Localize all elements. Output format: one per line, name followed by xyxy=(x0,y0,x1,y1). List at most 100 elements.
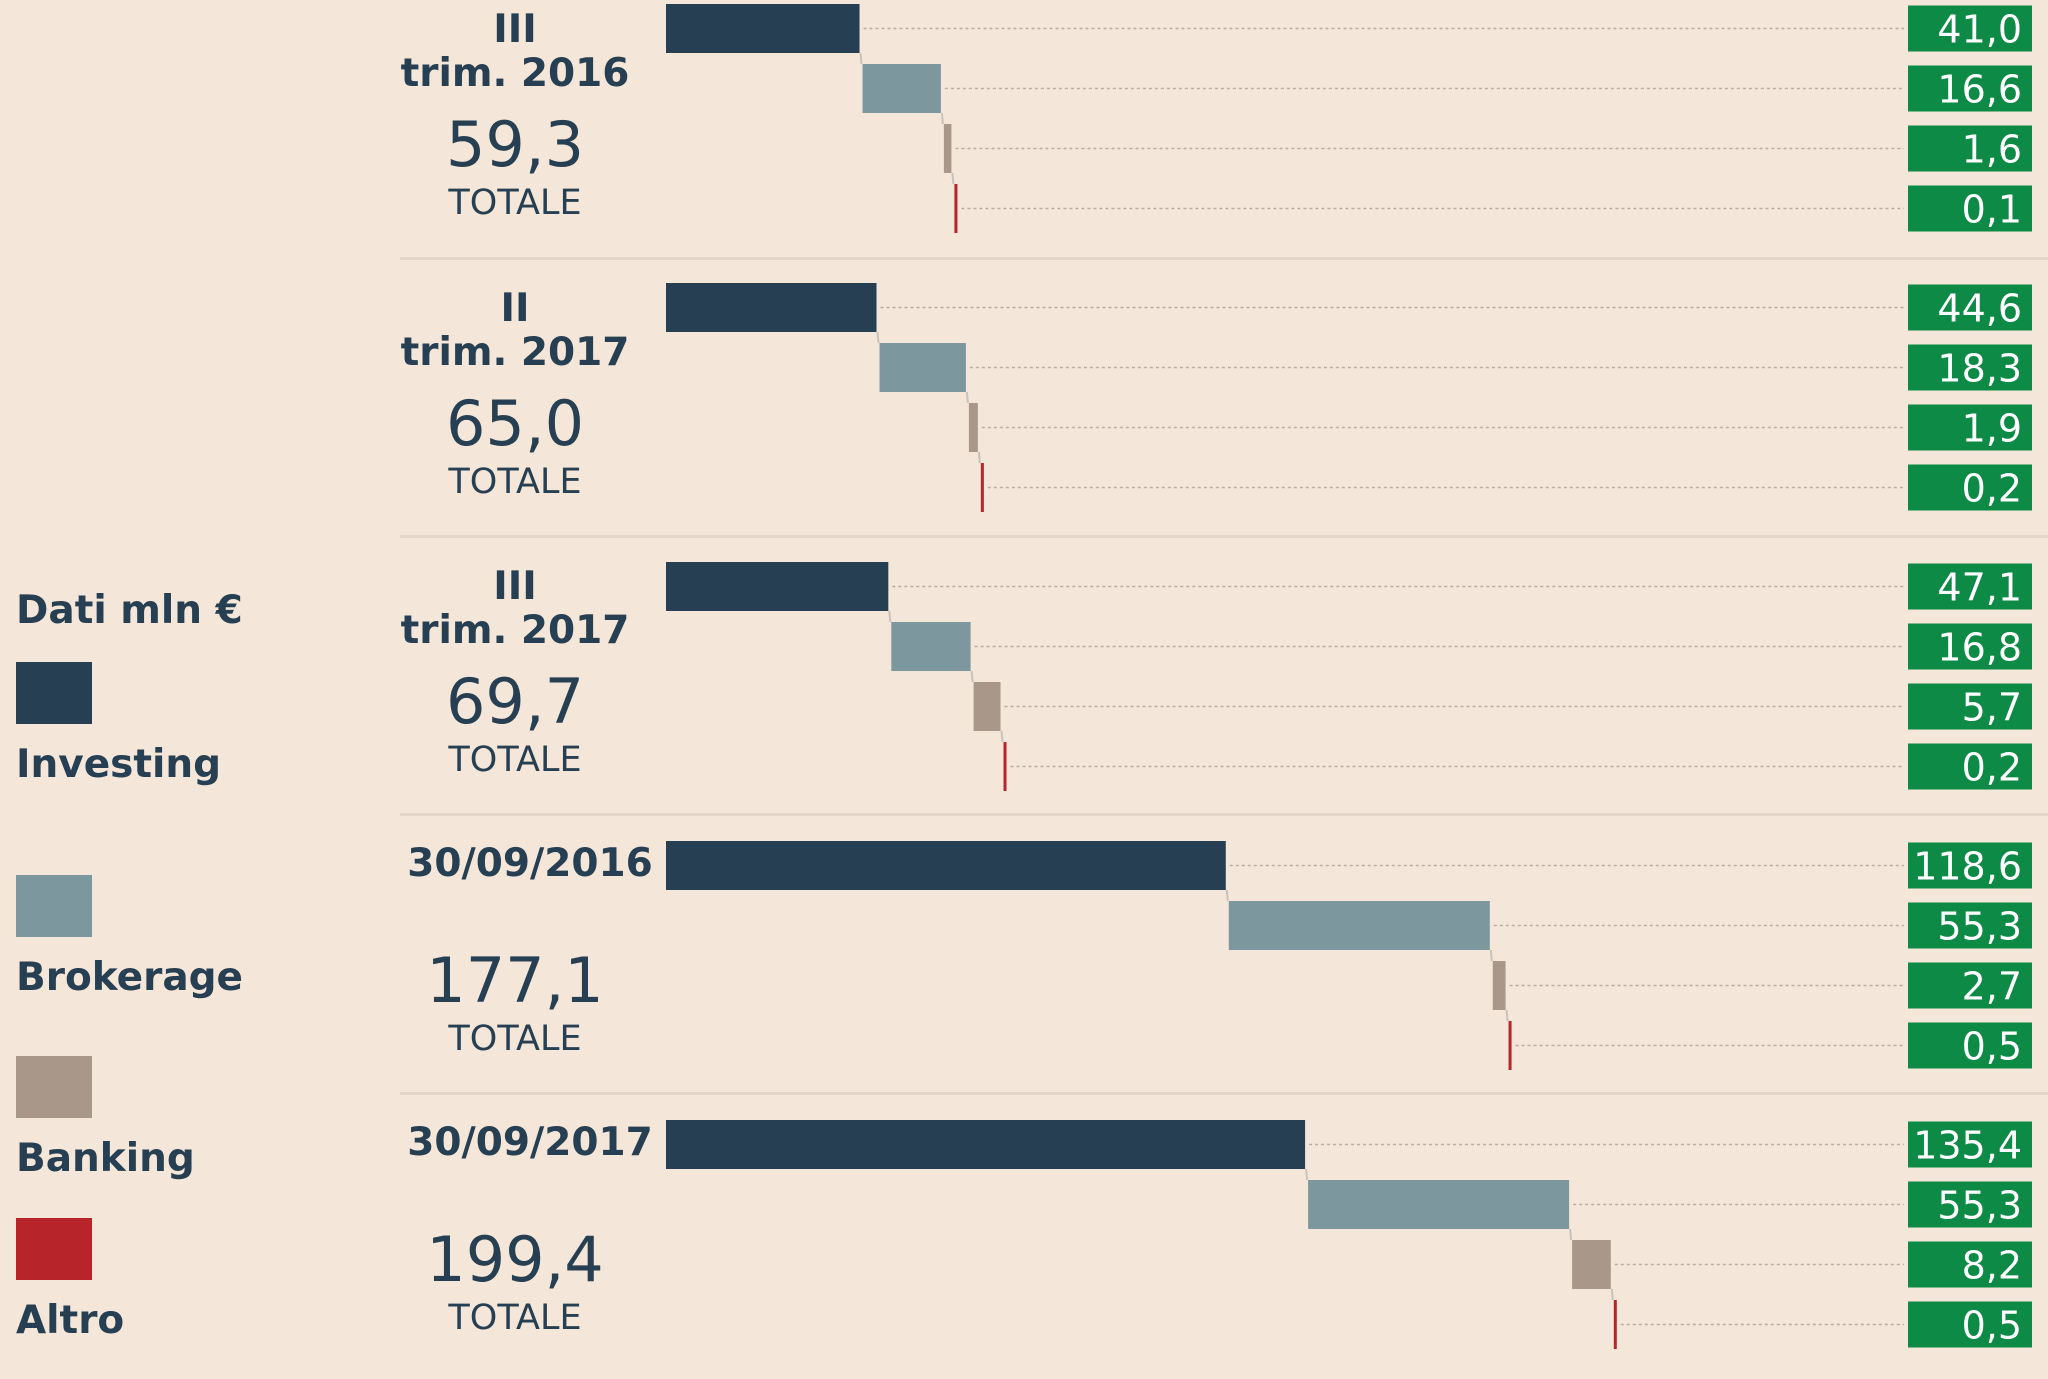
connector-line xyxy=(1569,1228,1573,1241)
value-badge xyxy=(1908,5,2032,52)
value-label: 16,6 xyxy=(1937,68,2022,112)
group-title-line: trim. 2017 xyxy=(400,608,630,653)
group-title-line: trim. 2016 xyxy=(400,51,630,96)
group-total-value: 69,7 xyxy=(445,665,585,738)
connector-line xyxy=(859,52,863,65)
bar-investing xyxy=(666,283,877,332)
group-title-line: III xyxy=(493,564,537,609)
bar-brokerage xyxy=(1308,1180,1570,1229)
connector-line xyxy=(1225,889,1229,902)
bar-brokerage xyxy=(1228,901,1490,950)
connector-line xyxy=(970,670,974,683)
bar-banking xyxy=(943,124,952,173)
legend-item-altro: Altro xyxy=(16,1218,124,1343)
legend-swatch-banking xyxy=(16,1056,92,1118)
value-label: 1,9 xyxy=(1962,407,2022,451)
legend-label-altro: Altro xyxy=(16,1298,125,1343)
value-badge xyxy=(1908,842,2032,889)
value-badge xyxy=(1908,125,2032,172)
group-title: III trim. 2017 xyxy=(370,565,660,653)
value-label: 55,3 xyxy=(1937,905,2022,949)
bar-altro xyxy=(1613,1300,1617,1349)
group-total-label: TOTALE xyxy=(448,1298,582,1338)
group-title: 30/09/2016 xyxy=(390,842,670,886)
value-label: 18,3 xyxy=(1937,347,2022,391)
connector-line xyxy=(876,331,880,344)
group-separator xyxy=(400,813,2048,816)
group-total-label: TOTALE xyxy=(448,740,582,780)
group-title-line: II xyxy=(500,286,530,331)
group-total-value: 177,1 xyxy=(426,944,604,1017)
bar-investing xyxy=(666,1120,1306,1169)
value-badge xyxy=(1908,1121,2032,1168)
value-badge xyxy=(1908,1301,2032,1348)
bar-banking xyxy=(1492,961,1506,1010)
group-total-value: 59,3 xyxy=(445,108,585,181)
group-title-line: trim. 2017 xyxy=(400,330,630,375)
connector-line xyxy=(888,610,892,623)
group-title: III trim. 2016 xyxy=(370,8,660,96)
value-badge xyxy=(1908,623,2032,670)
value-label: 41,0 xyxy=(1937,8,2022,52)
connector-line xyxy=(965,391,969,404)
group-title-line: III xyxy=(493,7,537,52)
connector-line xyxy=(940,112,944,125)
value-label: 0,2 xyxy=(1962,467,2022,511)
value-label: 44,6 xyxy=(1937,287,2022,331)
value-badge xyxy=(1908,902,2032,949)
connector-line xyxy=(977,451,981,464)
group-total-value: 65,0 xyxy=(445,387,585,460)
group-separator xyxy=(400,257,2048,260)
bar-altro xyxy=(954,184,958,233)
connector-line xyxy=(1305,1168,1309,1181)
group-total-label: TOTALE xyxy=(448,462,582,502)
value-badge xyxy=(1908,1241,2032,1288)
value-label: 47,1 xyxy=(1937,566,2022,610)
connector-line xyxy=(951,172,955,185)
legend-item-brokerage: Brokerage xyxy=(16,875,243,1000)
value-label: 135,4 xyxy=(1913,1124,2022,1168)
connector-line xyxy=(1505,1009,1509,1022)
value-badge xyxy=(1908,344,2032,391)
legend-swatch-altro xyxy=(16,1218,92,1280)
value-label: 8,2 xyxy=(1962,1244,2022,1288)
group-total-label: TOTALE xyxy=(448,183,582,223)
value-badge xyxy=(1908,404,2032,451)
bar-banking xyxy=(968,403,978,452)
value-label: 0,2 xyxy=(1962,746,2022,790)
value-badge xyxy=(1908,464,2032,511)
value-label: 5,7 xyxy=(1962,686,2022,730)
value-label: 2,7 xyxy=(1962,965,2022,1009)
legend-item-banking: Banking xyxy=(16,1056,195,1181)
value-label: 55,3 xyxy=(1937,1184,2022,1228)
group-separator xyxy=(400,1092,2048,1095)
legend-label-investing: Investing xyxy=(16,742,222,787)
group-total-value: 199,4 xyxy=(426,1223,604,1296)
bar-brokerage xyxy=(891,622,971,671)
bar-altro xyxy=(1508,1021,1512,1070)
connector-line xyxy=(1610,1288,1614,1301)
bar-investing xyxy=(666,4,860,53)
value-label: 0,1 xyxy=(1962,188,2022,232)
group-total-label: TOTALE xyxy=(448,1019,582,1059)
bar-investing xyxy=(666,562,889,611)
value-badge xyxy=(1908,65,2032,112)
legend-label-brokerage: Brokerage xyxy=(16,955,244,1000)
value-label: 0,5 xyxy=(1962,1025,2022,1069)
group-title-line: 30/09/2017 xyxy=(407,1120,653,1165)
value-badge xyxy=(1908,185,2032,232)
value-label: 16,8 xyxy=(1937,626,2022,670)
bar-altro xyxy=(980,463,984,512)
value-label: 118,6 xyxy=(1913,845,2022,889)
bar-banking xyxy=(1572,1240,1611,1289)
bar-brokerage xyxy=(879,343,966,392)
value-label: 1,6 xyxy=(1962,128,2022,172)
group-title: II trim. 2017 xyxy=(370,287,660,375)
legend-swatch-brokerage xyxy=(16,875,92,937)
legend-label-banking: Banking xyxy=(16,1136,195,1181)
group-title-line: 30/09/2016 xyxy=(407,841,653,886)
bar-brokerage xyxy=(862,64,941,113)
value-badge xyxy=(1908,743,2032,790)
bar-altro xyxy=(1003,742,1007,791)
